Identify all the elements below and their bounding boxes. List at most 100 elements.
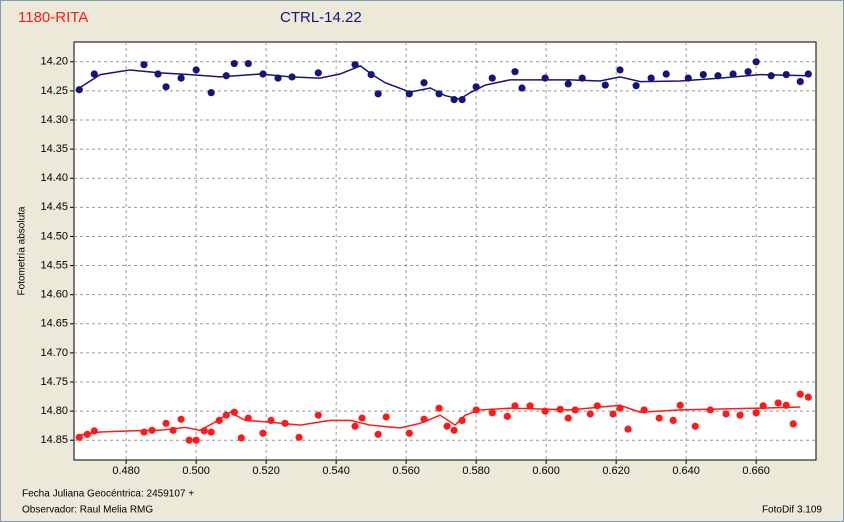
data-point <box>140 61 148 69</box>
data-point <box>244 59 252 68</box>
x-tick-label: 0.560 <box>392 465 420 477</box>
data-point <box>162 83 170 91</box>
y-tick-label: 14.60 <box>40 289 68 301</box>
x-tick-label: 0.520 <box>252 465 280 477</box>
data-point <box>729 70 737 78</box>
plot-area <box>73 41 817 461</box>
y-tick-label: 14.25 <box>40 85 68 97</box>
data-point <box>804 70 812 78</box>
data-point <box>420 79 428 87</box>
data-point <box>358 414 366 422</box>
data-point <box>472 406 480 414</box>
x-tick-label: 0.480 <box>112 465 140 477</box>
data-point <box>288 73 296 81</box>
data-point <box>488 409 496 417</box>
data-point <box>443 422 451 430</box>
data-point <box>640 406 648 414</box>
data-point <box>601 81 609 89</box>
data-point <box>804 393 812 401</box>
data-point <box>207 428 215 436</box>
data-point <box>148 426 156 434</box>
data-point <box>624 425 632 433</box>
data-point <box>267 416 275 425</box>
data-point <box>593 402 601 410</box>
data-point <box>405 90 413 98</box>
y-tick-label: 14.35 <box>40 143 68 155</box>
data-point <box>774 399 782 407</box>
data-point <box>676 401 684 409</box>
data-point <box>222 411 230 419</box>
data-point <box>374 430 382 438</box>
data-point <box>796 390 804 398</box>
data-point <box>237 434 245 442</box>
software-label: FotoDif 3.109 <box>762 505 822 516</box>
fit-line <box>79 404 801 436</box>
data-point <box>616 404 624 412</box>
data-point <box>75 433 83 441</box>
data-point <box>796 77 804 86</box>
data-point <box>458 416 466 425</box>
data-point <box>662 70 670 78</box>
x-tick-label: 0.600 <box>532 465 560 477</box>
data-point <box>571 406 579 414</box>
data-point <box>609 410 617 418</box>
x-tick-label: 0.500 <box>182 465 210 477</box>
data-point <box>736 411 744 419</box>
data-point <box>420 415 428 423</box>
data-point <box>177 74 185 82</box>
data-point <box>450 426 458 434</box>
legend-entry: 1180-RITA <box>18 9 88 26</box>
y-tick-label: 14.45 <box>40 201 68 213</box>
data-point <box>185 436 193 444</box>
y-tick-label: 14.70 <box>40 347 68 359</box>
data-point <box>541 407 549 415</box>
data-point <box>259 70 267 78</box>
data-point <box>699 71 707 79</box>
data-point <box>564 80 572 88</box>
data-point <box>752 58 760 66</box>
y-tick-label: 14.50 <box>40 230 68 242</box>
data-point <box>526 402 534 410</box>
data-point <box>222 72 230 80</box>
data-point <box>154 70 162 78</box>
data-point <box>435 404 443 412</box>
y-tick-label: 14.80 <box>40 405 68 417</box>
data-point <box>503 412 511 420</box>
data-point <box>405 429 413 437</box>
data-point <box>616 66 624 74</box>
data-point <box>767 72 775 80</box>
data-point <box>90 70 98 78</box>
data-point <box>789 420 797 428</box>
data-point <box>259 429 267 437</box>
x-tick-label: 0.540 <box>322 465 350 477</box>
y-axis-label: Fotometría absoluta <box>17 206 28 295</box>
data-point <box>244 414 252 422</box>
data-point <box>647 74 655 82</box>
data-point <box>90 427 98 435</box>
data-point <box>511 68 519 76</box>
y-tick-label: 14.40 <box>40 172 68 184</box>
data-point <box>714 72 722 80</box>
data-point <box>140 428 148 436</box>
data-point <box>200 427 208 435</box>
footer-text: Observador: Raul Melia RMG <box>22 505 153 516</box>
data-point <box>632 82 640 90</box>
data-point <box>274 74 282 82</box>
data-point <box>706 406 714 414</box>
legend-entry: CTRL-14.22 <box>280 9 362 26</box>
data-point <box>281 419 289 427</box>
x-tick-label: 0.580 <box>462 465 490 477</box>
data-point <box>586 410 594 418</box>
data-point <box>367 71 375 79</box>
y-tick-label: 14.30 <box>40 114 68 126</box>
data-point <box>75 86 83 94</box>
data-point <box>230 59 238 68</box>
data-point <box>83 430 91 438</box>
data-point <box>351 422 359 430</box>
data-point <box>691 422 699 430</box>
data-point <box>169 426 177 434</box>
data-point <box>351 61 359 69</box>
data-point <box>541 74 549 82</box>
data-point <box>782 71 790 79</box>
